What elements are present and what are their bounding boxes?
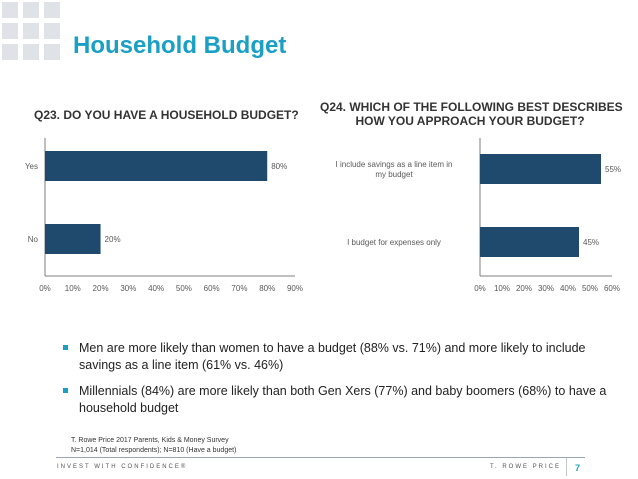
- data-label: 20%: [105, 235, 121, 244]
- page-title: Household Budget: [73, 32, 287, 59]
- category-label: Yes: [25, 162, 38, 171]
- footer-tagline: INVEST WITH CONFIDENCE®: [57, 464, 188, 470]
- bullet-square-icon: [63, 345, 68, 350]
- finding-line: household budget: [79, 401, 179, 415]
- data-label: 45%: [583, 238, 599, 247]
- q23-question: Q23. DO YOU HAVE A HOUSEHOLD BUDGET?: [34, 108, 299, 122]
- x-tick-label: 50%: [582, 284, 598, 293]
- bar: [45, 224, 101, 254]
- q23-chart: 0% 10% 20% 30% 40% 50% 60% 70% 80% 90% 80% Yes 20% No: [25, 138, 303, 293]
- page-number-divider: [566, 458, 567, 476]
- x-tick-label: 60%: [204, 284, 220, 293]
- x-tick-label: 80%: [259, 284, 275, 293]
- finding-line: Millennials (84%) are more likely than b…: [79, 384, 607, 398]
- page-number: 7: [575, 463, 581, 473]
- category-label: No: [28, 235, 39, 244]
- footer-brand: T. ROWE PRICE: [490, 464, 562, 470]
- x-tick-label: 40%: [148, 284, 164, 293]
- source-line: N=1,014 (Total respondents); N=810 (Have…: [71, 447, 237, 454]
- x-tick-label: 10%: [494, 284, 510, 293]
- data-label: 80%: [271, 162, 287, 171]
- q24-question-line1: Q24. WHICH OF THE FOLLOWING BEST DESCRIB…: [320, 100, 623, 114]
- x-tick-label: 30%: [538, 284, 554, 293]
- x-tick-label: 20%: [516, 284, 532, 293]
- source-note: T. Rowe Price 2017 Parents, Kids & Money…: [71, 436, 236, 456]
- decorative-grid: [0, 0, 62, 68]
- x-tick-label: 0%: [39, 284, 51, 293]
- q24-question: Q24. WHICH OF THE FOLLOWING BEST DESCRIB…: [320, 100, 623, 128]
- x-tick-label: 50%: [176, 284, 192, 293]
- x-tick-label: 40%: [560, 284, 576, 293]
- x-tick-label: 20%: [93, 284, 109, 293]
- finding-line: Men are more likely than women to have a…: [79, 341, 586, 355]
- bar: [480, 154, 601, 184]
- finding-gender: Men are more likely than women to have a…: [63, 340, 623, 374]
- x-tick-label: 0%: [474, 284, 486, 293]
- category-label: I budget for expenses only: [347, 238, 441, 247]
- category-label: I include savings as a line item in: [336, 160, 453, 169]
- bar: [45, 151, 268, 181]
- q24-question-line2: HOW YOU APPROACH YOUR BUDGET?: [355, 114, 585, 128]
- x-tick-label: 90%: [287, 284, 303, 293]
- key-findings: Men are more likely than women to have a…: [63, 340, 623, 426]
- finding-line: savings as a line item (61% vs. 46%): [79, 358, 284, 372]
- x-tick-label: 60%: [604, 284, 620, 293]
- data-label: 55%: [605, 165, 621, 174]
- bar: [480, 227, 579, 257]
- footer-divider: [56, 457, 585, 458]
- bullet-square-icon: [63, 388, 68, 393]
- x-tick-label: 30%: [120, 284, 136, 293]
- x-tick-label: 70%: [231, 284, 247, 293]
- x-tick-label: 10%: [65, 284, 81, 293]
- source-line: T. Rowe Price 2017 Parents, Kids & Money…: [71, 437, 229, 444]
- finding-generations: Millennials (84%) are more likely than b…: [63, 383, 623, 417]
- category-label: my budget: [375, 170, 413, 179]
- q24-chart: 0% 10% 20% 30% 40% 50% 60% 55% I include savings…: [336, 138, 621, 293]
